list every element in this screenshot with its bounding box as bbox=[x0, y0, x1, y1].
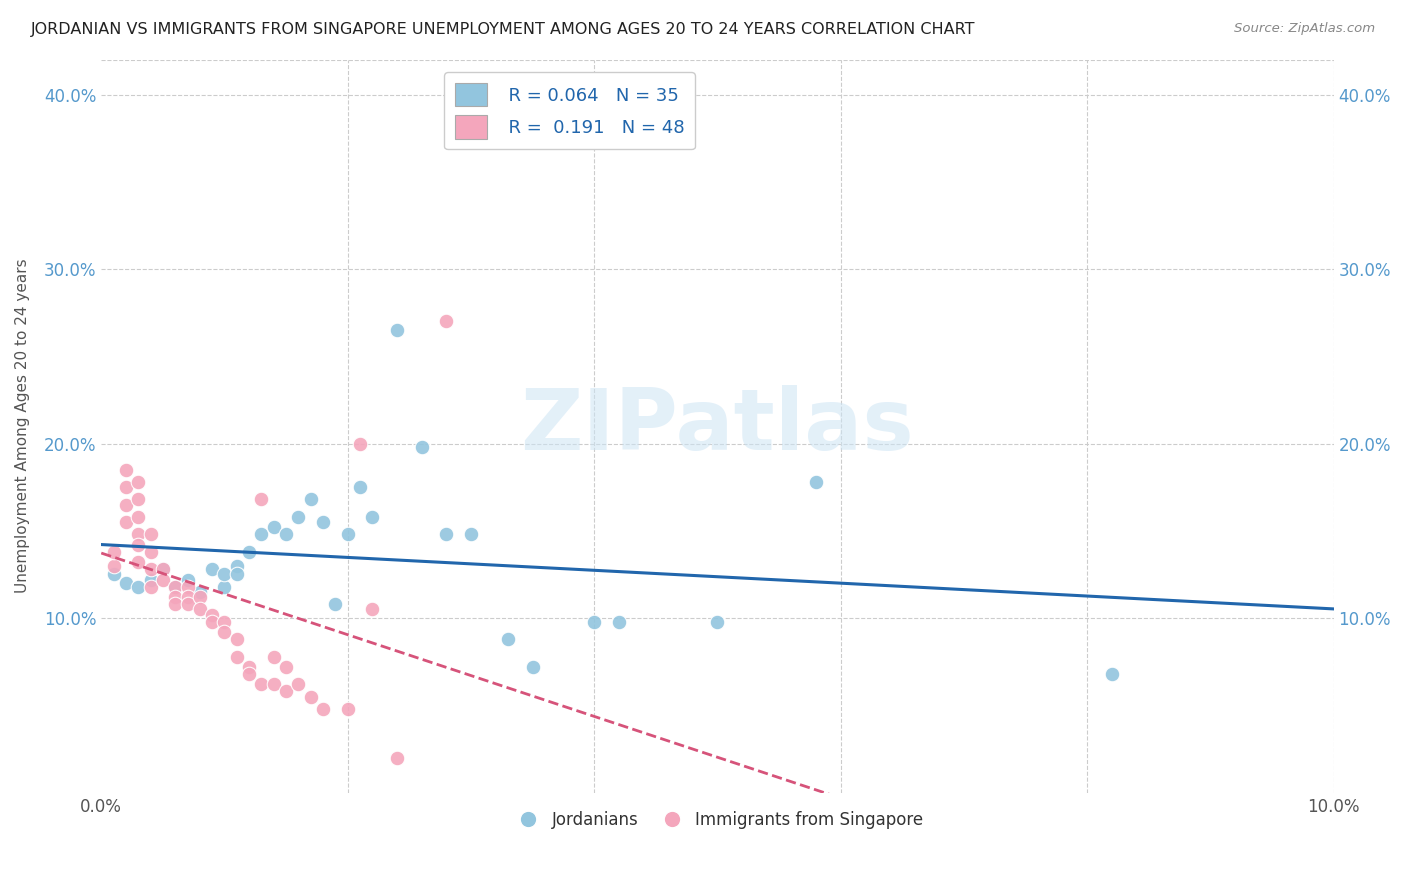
Point bbox=[274, 660, 297, 674]
Point bbox=[127, 475, 149, 489]
Point bbox=[214, 580, 236, 594]
Point bbox=[287, 677, 309, 691]
Point bbox=[127, 527, 149, 541]
Point bbox=[127, 538, 149, 552]
Point bbox=[139, 562, 162, 576]
Point bbox=[139, 580, 162, 594]
Point bbox=[349, 436, 371, 450]
Point bbox=[349, 480, 371, 494]
Point bbox=[250, 492, 273, 507]
Point bbox=[115, 576, 138, 591]
Point bbox=[152, 562, 174, 576]
Point bbox=[583, 615, 606, 629]
Point bbox=[250, 527, 273, 541]
Point bbox=[607, 615, 630, 629]
Point bbox=[127, 492, 149, 507]
Point bbox=[201, 615, 224, 629]
Point bbox=[336, 702, 359, 716]
Point bbox=[299, 492, 322, 507]
Point bbox=[263, 677, 285, 691]
Point bbox=[103, 567, 125, 582]
Point bbox=[434, 527, 457, 541]
Point bbox=[176, 597, 198, 611]
Point bbox=[385, 750, 408, 764]
Point bbox=[176, 573, 198, 587]
Point bbox=[496, 632, 519, 646]
Y-axis label: Unemployment Among Ages 20 to 24 years: Unemployment Among Ages 20 to 24 years bbox=[15, 259, 30, 593]
Point bbox=[127, 509, 149, 524]
Point bbox=[250, 677, 273, 691]
Point bbox=[139, 573, 162, 587]
Point bbox=[176, 580, 198, 594]
Point bbox=[201, 562, 224, 576]
Point bbox=[214, 615, 236, 629]
Point bbox=[522, 660, 544, 674]
Point bbox=[103, 545, 125, 559]
Point bbox=[263, 520, 285, 534]
Point bbox=[804, 475, 827, 489]
Point bbox=[115, 515, 138, 529]
Point bbox=[312, 515, 335, 529]
Point bbox=[460, 527, 482, 541]
Legend: Jordanians, Immigrants from Singapore: Jordanians, Immigrants from Singapore bbox=[505, 805, 929, 836]
Point bbox=[115, 480, 138, 494]
Point bbox=[188, 585, 211, 599]
Point bbox=[225, 632, 247, 646]
Text: Source: ZipAtlas.com: Source: ZipAtlas.com bbox=[1234, 22, 1375, 36]
Point bbox=[411, 440, 433, 454]
Point bbox=[225, 649, 247, 664]
Point bbox=[238, 660, 260, 674]
Point bbox=[214, 567, 236, 582]
Point bbox=[706, 615, 728, 629]
Point bbox=[287, 509, 309, 524]
Point bbox=[152, 562, 174, 576]
Point bbox=[201, 607, 224, 622]
Point bbox=[336, 527, 359, 541]
Point bbox=[165, 590, 187, 604]
Point bbox=[238, 545, 260, 559]
Point bbox=[165, 597, 187, 611]
Point bbox=[139, 545, 162, 559]
Point bbox=[188, 590, 211, 604]
Point bbox=[225, 567, 247, 582]
Point bbox=[127, 580, 149, 594]
Point bbox=[127, 555, 149, 569]
Point bbox=[152, 573, 174, 587]
Point bbox=[263, 649, 285, 664]
Point bbox=[176, 590, 198, 604]
Point bbox=[361, 602, 384, 616]
Point bbox=[214, 625, 236, 640]
Point bbox=[361, 509, 384, 524]
Text: JORDANIAN VS IMMIGRANTS FROM SINGAPORE UNEMPLOYMENT AMONG AGES 20 TO 24 YEARS CO: JORDANIAN VS IMMIGRANTS FROM SINGAPORE U… bbox=[31, 22, 976, 37]
Point bbox=[139, 527, 162, 541]
Point bbox=[299, 690, 322, 704]
Point bbox=[188, 602, 211, 616]
Point bbox=[225, 558, 247, 573]
Point bbox=[325, 597, 347, 611]
Point bbox=[115, 463, 138, 477]
Text: ZIPatlas: ZIPatlas bbox=[520, 384, 914, 467]
Point bbox=[312, 702, 335, 716]
Point bbox=[165, 580, 187, 594]
Point bbox=[434, 314, 457, 328]
Point bbox=[115, 498, 138, 512]
Point bbox=[238, 667, 260, 681]
Point bbox=[1101, 667, 1123, 681]
Point bbox=[385, 323, 408, 337]
Point bbox=[274, 527, 297, 541]
Point bbox=[165, 580, 187, 594]
Point bbox=[103, 558, 125, 573]
Point bbox=[274, 684, 297, 698]
